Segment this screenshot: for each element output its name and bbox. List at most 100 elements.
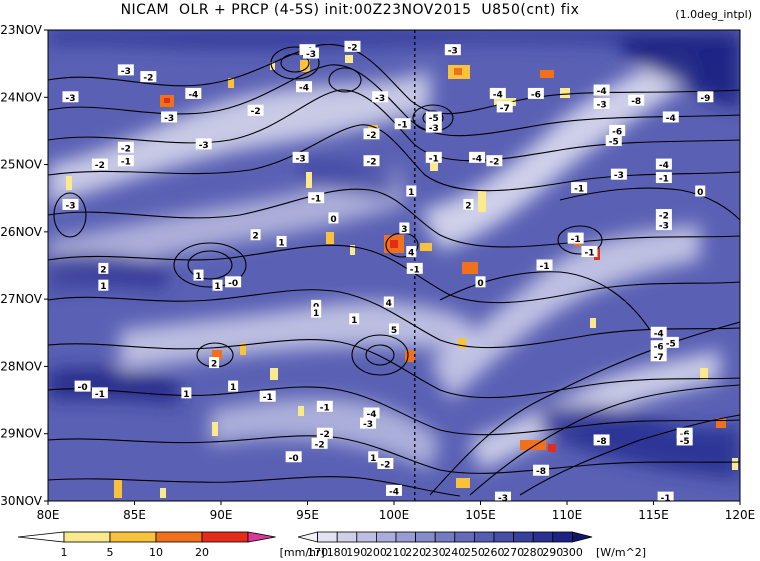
contour-label: -2 [367,131,377,141]
contour-label: -5 [429,114,439,124]
contour-label: -0 [78,383,88,393]
contour-label-bg [117,64,134,76]
contour-label-bg [494,491,511,501]
contour-label: -2 [347,43,357,53]
contour-label: -2 [489,158,499,168]
contour-label-bg [386,484,402,496]
contour-label: 3 [401,225,407,235]
contour-label: -3 [65,94,75,104]
contour-label: -3 [614,171,624,181]
contour-label-bg [368,451,379,463]
contour-label: -6 [612,127,622,137]
contour-label: -4 [299,84,309,94]
contour-label: -0 [228,279,238,289]
x-tick-label: 120E [725,508,756,522]
contour-label: -1 [540,262,550,272]
contour-label: -4 [389,487,399,497]
contour-label: -1 [95,390,105,400]
contour-label-bg [593,98,610,110]
contour-label-bg [316,427,333,439]
precip-cbar-swatch [201,531,249,543]
contour-label: -1 [661,494,671,504]
contour-label: -1 [410,265,420,275]
contour-label: -2 [251,107,261,117]
contour-label-bg [344,40,361,52]
contour-label-bg [444,44,461,56]
olr-colorbar: 1701801902002102202302402502602702802903… [297,531,646,559]
y-axis: 23NOV 24NOV 25NOV 26NOV 27NOV 28NOV 29NOV 30NOV [0,23,48,508]
olr-cbar-swatch [513,531,534,543]
contour-label: -8 [631,97,641,107]
x-tick-label: 95E [296,508,319,522]
contour-label-bg [328,212,339,224]
contour-label: -5 [609,138,619,148]
contour-label-bg [676,427,693,439]
contour-label-bg [489,87,506,99]
contour-label-bg [399,222,410,234]
contour-label: -7 [500,104,510,114]
contour-label: -3 [306,50,316,60]
contour-label: 1 [351,316,357,326]
contour-label-bg [349,313,360,325]
contour-label-bg [209,357,220,369]
interpolation-note: (1.0deg_intpl) [675,8,752,21]
contour-label: -4 [597,87,607,97]
contour-label-bg [657,491,674,501]
contour-label-bg [62,198,79,210]
contour-label-bg [91,387,108,399]
contour-label-bg [360,417,377,429]
contour-label-bg [228,380,239,392]
olr-cbar-label: 260 [484,546,505,559]
contour-label-bg [363,155,380,167]
contour-label: -6 [654,343,664,353]
contour-label-bg [605,135,622,147]
contour-label-bg [662,111,679,123]
contour-label: -4 [472,154,482,164]
contour-label-bg [571,182,588,194]
contour-label-bg [363,128,380,140]
contour-label-bg [628,94,645,106]
contour-label: -7 [654,353,664,363]
contour-label: 1 [278,238,284,248]
contour-label: 1 [408,188,414,198]
contour-label: -2 [315,440,325,450]
contour-label: -2 [367,158,377,168]
contour-label-bg [308,192,325,204]
contour-label: 4 [386,299,392,309]
contour-label: -3 [375,94,385,104]
olr-cbar-swatch [493,531,515,543]
contour-label: 2 [211,360,217,370]
olr-cbar-under [297,531,319,543]
contour-label-bg [311,306,322,318]
y-tick-label: 30NOV [0,494,42,508]
contour-label-bg [425,121,442,133]
chart-title: NICAM OLR + PRCP (4-5S) init:00Z23NOV201… [120,2,580,18]
contour-label-bg [695,185,706,197]
precip-cbar-label: 20 [195,546,209,559]
contour-label: 4 [408,249,414,259]
contour-label: -1 [584,249,594,259]
contour-label-bg [486,155,503,167]
contour-label-bg [475,276,486,288]
precip-cbar-swatch [63,531,111,543]
contour-label-bg [212,279,223,291]
contour-label-bg [259,390,276,402]
contour-label-bg [117,141,134,153]
contour-label: 1 [100,282,106,292]
contour-label-bg [195,138,212,150]
contour-label-bg [383,296,394,308]
contour-label-bg [425,151,442,163]
contour-label-bg [311,299,322,311]
x-tick-label: 80E [37,508,60,522]
contour-label: 2 [252,232,258,242]
precip-cbar-unit: [mm/hr] [280,546,325,559]
contour-label-bg [225,276,242,288]
olr-cbar-swatch [336,531,358,543]
contour-label-bg [581,246,598,258]
y-tick-label: 28NOV [0,359,42,373]
contour-label: -4 [188,90,198,100]
contour-label-bg [285,451,302,463]
contour-label-bg [593,434,610,446]
contour-label: -4 [493,90,503,100]
contour-label-bg [161,111,178,123]
